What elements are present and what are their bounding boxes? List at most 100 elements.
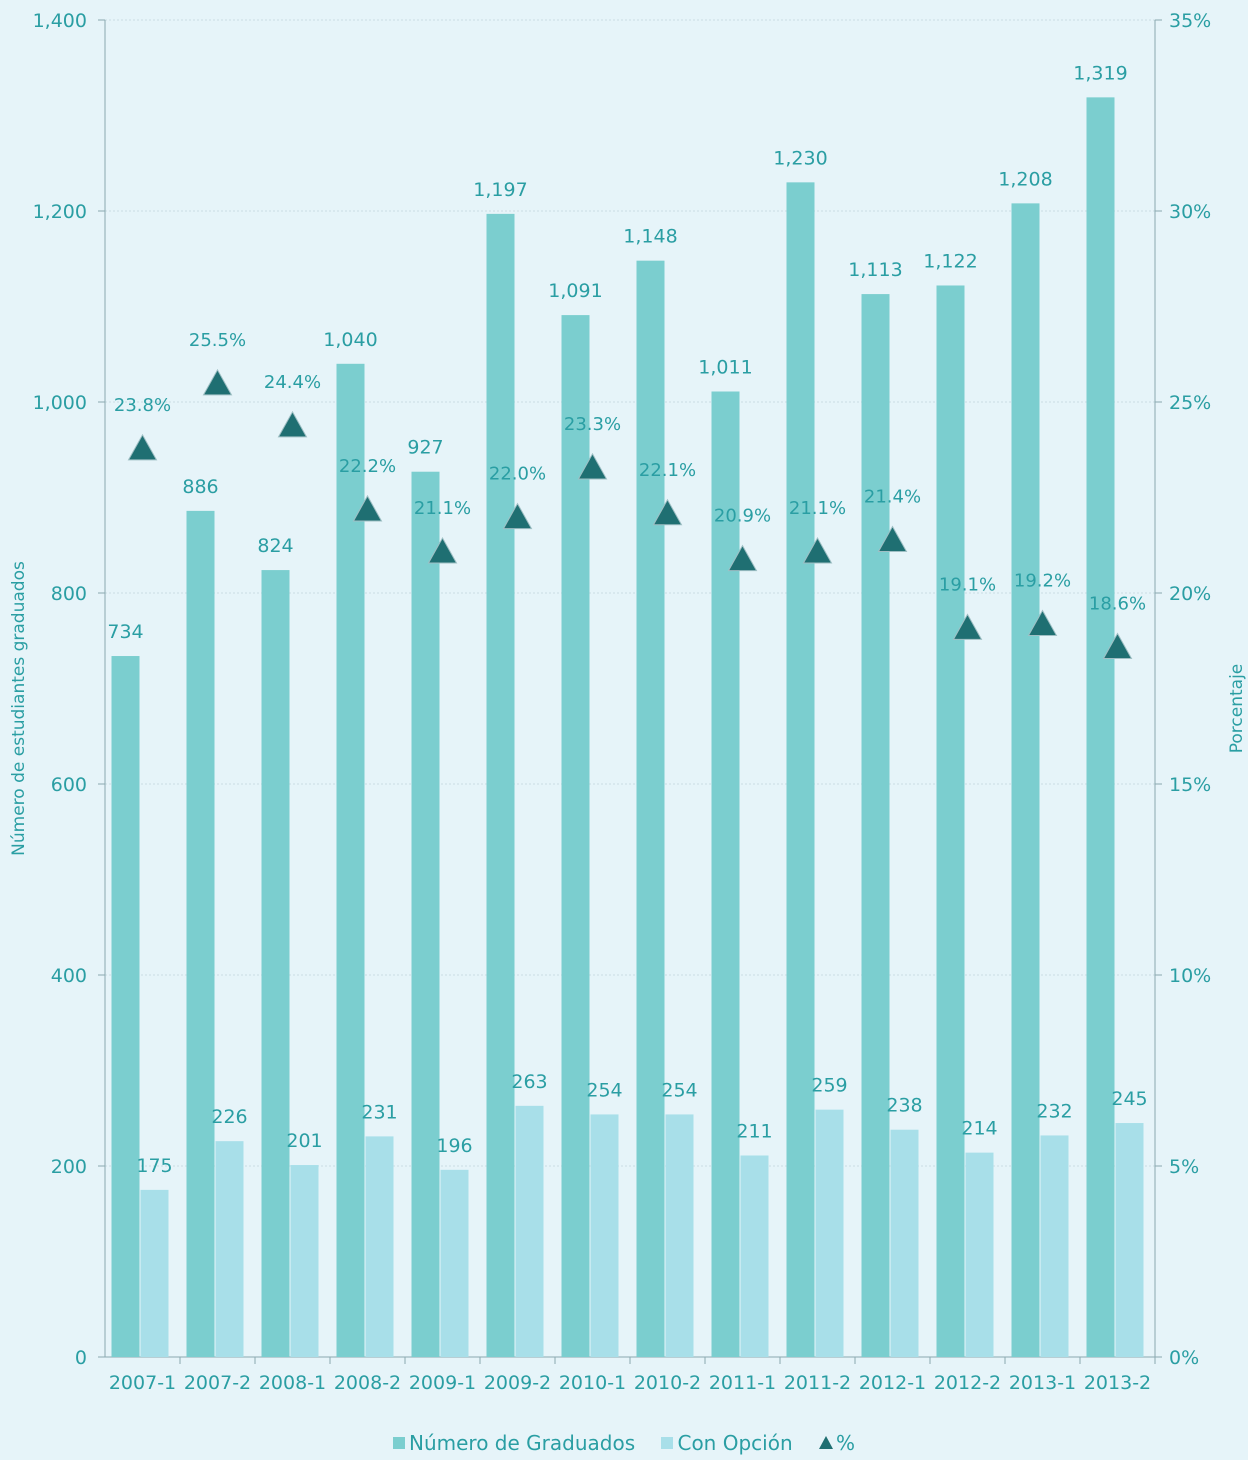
left-axis-title: Número de estudiantes graduados	[9, 561, 29, 856]
left-axis-tick-label: 800	[51, 583, 87, 605]
legend-label-con-opcion: Con Opción	[677, 1431, 793, 1455]
category-label: 2011-1	[709, 1372, 776, 1394]
legend-swatch-con-opcion	[661, 1437, 674, 1449]
category-label: 2012-2	[934, 1372, 1001, 1394]
bar-con-opcion	[290, 1165, 319, 1357]
right-axis-tick-label: 0%	[1169, 1347, 1199, 1369]
bar-label-graduados: 824	[257, 535, 293, 557]
right-axis-tick-label: 10%	[1169, 965, 1211, 987]
bar-con-opcion	[440, 1169, 469, 1357]
percent-marker	[127, 433, 158, 461]
bar-label-con-opcion: 232	[1036, 1100, 1072, 1122]
bar-label-graduados: 1,230	[773, 147, 827, 169]
bar-label-graduados: 1,319	[1073, 62, 1127, 84]
percent-label: 23.3%	[564, 414, 621, 435]
bar-label-graduados: 1,091	[548, 280, 602, 302]
percent-label: 21.1%	[414, 498, 471, 519]
percent-marker	[202, 368, 233, 396]
legend-label-percent: %	[835, 1430, 855, 1455]
percent-marker	[502, 502, 533, 530]
category-label: 2007-2	[184, 1372, 251, 1394]
category-label: 2008-1	[259, 1372, 326, 1394]
category-label: 2010-2	[634, 1372, 701, 1394]
percent-label: 23.8%	[114, 395, 171, 416]
legend-item-graduados: Número de Graduados	[393, 1431, 635, 1455]
left-axis-tick-label: 1,000	[33, 392, 87, 414]
bar-graduados	[636, 260, 665, 1357]
percent-label: 19.1%	[939, 574, 996, 595]
bar-con-opcion	[140, 1189, 169, 1357]
bar-con-opcion	[365, 1136, 394, 1357]
percent-marker	[427, 536, 458, 564]
left-axis-tick-label: 200	[51, 1156, 87, 1178]
bar-label-graduados: 927	[407, 437, 443, 459]
percent-label: 19.2%	[1014, 571, 1071, 592]
bar-con-opcion	[1115, 1123, 1144, 1357]
bar-label-con-opcion: 211	[736, 1120, 772, 1142]
percent-marker	[952, 613, 983, 640]
category-label: 2012-1	[859, 1372, 926, 1394]
bar-graduados	[786, 182, 815, 1358]
bar-label-graduados: 886	[182, 476, 218, 498]
left-axis-tick-label: 1,400	[33, 10, 87, 32]
bar-label-con-opcion: 238	[886, 1095, 922, 1117]
bar-graduados	[936, 285, 965, 1357]
bar-graduados	[1086, 97, 1115, 1358]
percent-marker	[727, 544, 758, 572]
bar-label-con-opcion: 254	[661, 1079, 697, 1101]
percent-label: 22.0%	[489, 464, 546, 485]
bar-con-opcion	[890, 1129, 919, 1357]
bar-con-opcion	[215, 1141, 244, 1357]
bar-label-graduados: 734	[107, 621, 143, 643]
bar-con-opcion	[740, 1155, 769, 1357]
percent-marker	[577, 452, 608, 480]
category-label: 2008-2	[334, 1372, 401, 1394]
percent-marker	[802, 536, 833, 564]
bar-label-con-opcion: 214	[961, 1118, 997, 1140]
percent-label: 22.2%	[339, 456, 396, 477]
percent-label: 22.1%	[639, 460, 696, 481]
percent-marker	[1027, 609, 1058, 637]
bar-label-con-opcion: 245	[1111, 1088, 1147, 1110]
bar-label-graduados: 1,040	[323, 329, 377, 351]
bar-graduados	[111, 656, 140, 1357]
category-label: 2013-2	[1084, 1372, 1151, 1394]
percent-marker	[652, 498, 683, 526]
bar-graduados	[336, 363, 365, 1357]
bar-label-graduados: 1,122	[923, 250, 977, 272]
bar-graduados	[561, 315, 590, 1358]
bar-graduados	[861, 294, 890, 1358]
percent-marker	[1102, 632, 1133, 659]
bar-label-graduados: 1,208	[998, 168, 1052, 190]
bar-label-graduados: 1,011	[698, 356, 752, 378]
bar-graduados	[261, 570, 290, 1357]
bar-con-opcion	[1040, 1135, 1069, 1357]
bar-graduados	[186, 510, 215, 1357]
bar-label-con-opcion: 231	[361, 1101, 397, 1123]
bar-label-graduados: 1,148	[623, 226, 677, 248]
bar-graduados	[486, 213, 515, 1358]
bar-label-con-opcion: 201	[286, 1130, 322, 1152]
bar-label-con-opcion: 263	[511, 1071, 547, 1093]
bar-label-con-opcion: 196	[436, 1135, 472, 1157]
right-axis-tick-label: 15%	[1169, 774, 1211, 796]
bar-label-graduados: 1,197	[473, 179, 527, 201]
left-axis-tick-label: 600	[51, 774, 87, 796]
legend-swatch-graduados	[393, 1437, 405, 1449]
bar-con-opcion	[665, 1114, 694, 1357]
bar-graduados	[1011, 203, 1040, 1358]
bar-label-con-opcion: 175	[136, 1155, 172, 1177]
bar-label-graduados: 1,113	[848, 259, 902, 281]
legend-triangle-icon	[818, 1436, 833, 1449]
percent-label: 21.4%	[864, 487, 921, 508]
percent-label: 18.6%	[1089, 593, 1146, 614]
bar-graduados	[411, 471, 440, 1358]
percent-label: 20.9%	[714, 506, 771, 527]
right-axis-tick-label: 35%	[1169, 10, 1211, 32]
right-axis-tick-label: 25%	[1169, 392, 1211, 414]
bar-con-opcion	[515, 1105, 544, 1357]
right-axis-title: Porcentaje	[1227, 664, 1247, 754]
legend-label-graduados: Número de Graduados	[409, 1431, 636, 1455]
